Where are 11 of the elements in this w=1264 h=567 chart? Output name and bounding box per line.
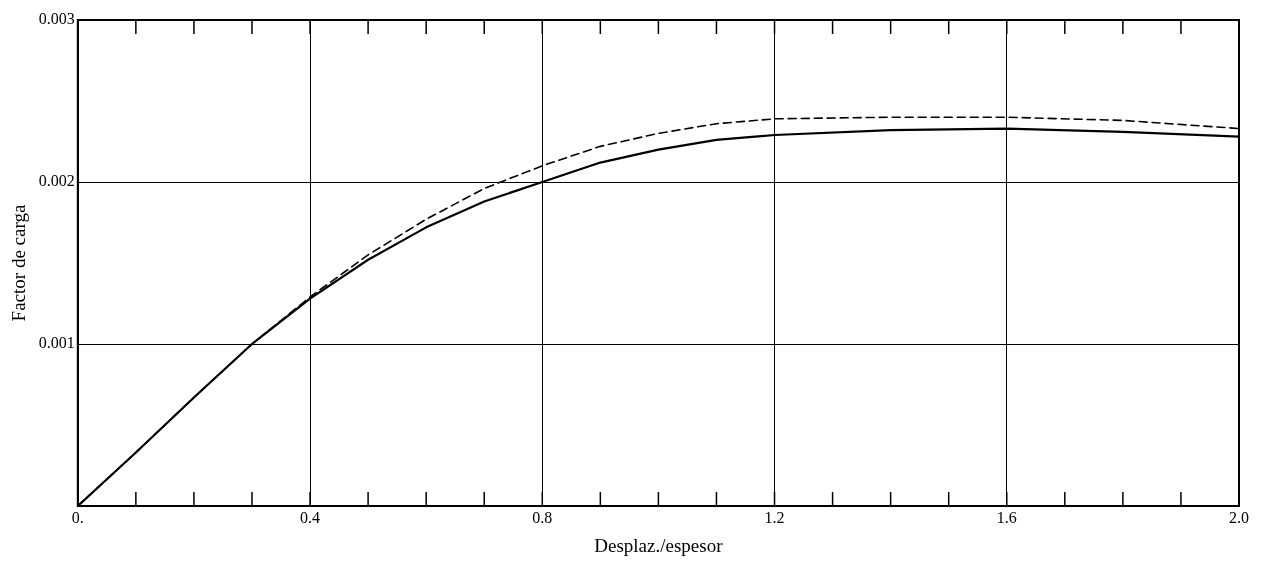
y-tick-label: 0.001 <box>38 334 75 352</box>
x-tick-label: 1.6 <box>996 508 1017 526</box>
x-tick-label: 0. <box>71 508 84 526</box>
y-tick-label: 0.003 <box>38 10 75 28</box>
x-tick-label: 1.2 <box>764 508 785 526</box>
y-axis-title: Factor de carga <box>8 204 30 322</box>
y-tick-label: 0.002 <box>38 172 75 190</box>
x-tick-label: 0.8 <box>532 508 553 526</box>
x-tick-label: 2.0 <box>1229 508 1249 526</box>
x-tick-label: 0.4 <box>300 508 321 526</box>
x-axis-title: Desplaz./espesor <box>594 534 724 556</box>
